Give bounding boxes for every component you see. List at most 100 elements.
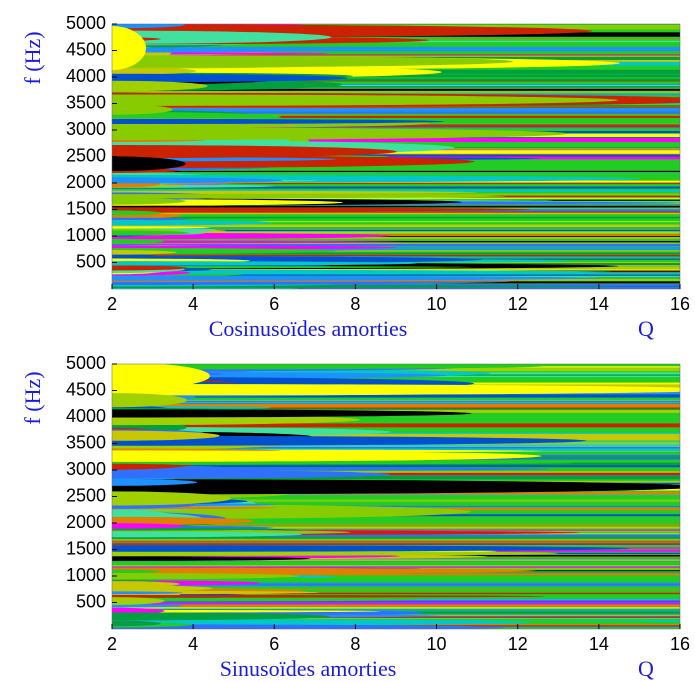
band [112,269,612,274]
band [112,47,325,53]
stripe [112,272,680,275]
y-tick-label: 4000 [66,66,106,86]
x-tick-label: 10 [427,634,447,654]
band [112,516,255,526]
band [112,591,183,595]
band [112,104,173,115]
band [112,250,177,255]
stripe [112,25,680,27]
stripe [112,186,680,189]
y-tick-label: 1500 [66,198,106,218]
stripe [112,234,680,237]
stripe [112,170,680,173]
band [112,463,184,468]
band [112,450,542,462]
band [112,265,188,271]
stripe [112,499,680,502]
stripe [112,573,680,576]
stripe [112,274,680,276]
stripe [112,236,680,239]
stripe [112,77,680,79]
band [112,210,162,216]
y-tick-label: 4000 [66,406,106,426]
band [112,80,208,92]
stripe [112,210,680,213]
stripe [112,138,680,142]
stripe [112,403,680,408]
band [112,612,330,621]
stripe [112,614,680,615]
stripe [112,604,680,607]
stripe [112,189,680,193]
stripe [112,212,680,215]
y-tick-label: 5000 [66,13,106,33]
band [112,569,160,574]
y-axis-label: f (Hz) [20,31,45,84]
band [112,26,146,70]
stripe [112,536,680,539]
stripe [112,541,680,543]
band [112,479,680,495]
x-tick-label: 12 [508,294,528,314]
stripe [112,592,680,595]
stripe [112,197,680,199]
band [112,73,348,83]
band [112,364,542,370]
x-tick-label: 10 [427,294,447,314]
stripe [112,86,680,88]
stripe [112,205,680,207]
stripe [112,543,680,545]
band [112,597,165,605]
x-tick-label: 6 [269,294,279,314]
band [112,604,184,608]
stripe [112,470,680,474]
stripe [112,55,680,57]
band [112,156,186,172]
stripe [112,108,680,112]
stripe [112,394,680,398]
stripe [112,545,680,546]
stripe [112,88,680,91]
stripe [112,479,680,481]
chart-title: Sinusoïdes amorties [220,656,397,681]
stripe [112,44,680,47]
plot-area [112,24,680,289]
stripe [112,529,680,531]
band [112,55,514,68]
stripe [112,241,680,243]
band [112,523,184,529]
band [112,217,190,221]
band [112,364,210,390]
stripe [112,229,680,231]
stripe [112,115,680,118]
band [112,383,680,396]
stripe [112,83,680,85]
stripe [112,286,680,289]
stripe [112,603,680,605]
band [112,409,472,418]
band [112,550,558,556]
band [112,594,545,598]
x-axis-label: Q [638,656,654,681]
x-tick-label: 12 [508,634,528,654]
stripe [112,91,680,95]
stripe [112,446,680,449]
y-tick-label: 4500 [66,39,106,59]
stripe [112,269,680,271]
stripe [112,127,680,129]
y-tick-label: 3500 [66,432,106,452]
stripe [112,472,680,476]
x-tick-label: 16 [670,294,690,314]
stripe [112,172,680,174]
stripe [112,93,680,94]
stripe [112,81,680,84]
band [112,240,407,244]
band [112,435,587,446]
stripe [112,600,680,602]
stripe [112,401,680,404]
band [112,30,332,44]
y-tick-label: 2500 [66,145,106,165]
band [112,430,220,441]
x-tick-label: 14 [589,634,609,654]
